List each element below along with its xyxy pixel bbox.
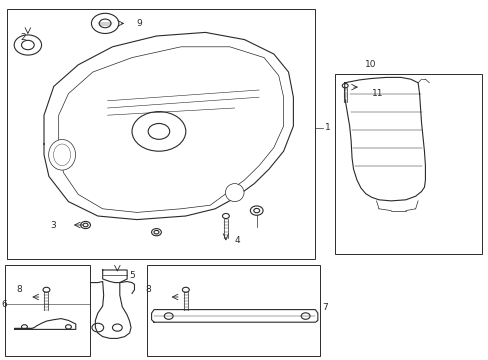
Bar	[7, 9, 315, 259]
Text: 8: 8	[16, 285, 22, 294]
Text: 3: 3	[50, 220, 56, 230]
Text: 8: 8	[145, 285, 151, 294]
Ellipse shape	[48, 139, 76, 170]
Bar	[334, 74, 481, 254]
Ellipse shape	[225, 184, 244, 202]
Bar	[5, 265, 90, 356]
Text: 4: 4	[234, 236, 240, 245]
Text: 7: 7	[321, 303, 327, 312]
Text: 1: 1	[325, 123, 330, 132]
Text: 2: 2	[20, 33, 26, 42]
Text: 9: 9	[136, 19, 142, 28]
Bar	[146, 265, 320, 356]
Text: 11: 11	[371, 89, 383, 98]
Text: 10: 10	[364, 60, 376, 69]
Text: 5: 5	[129, 271, 135, 280]
Text: 6: 6	[1, 300, 7, 309]
